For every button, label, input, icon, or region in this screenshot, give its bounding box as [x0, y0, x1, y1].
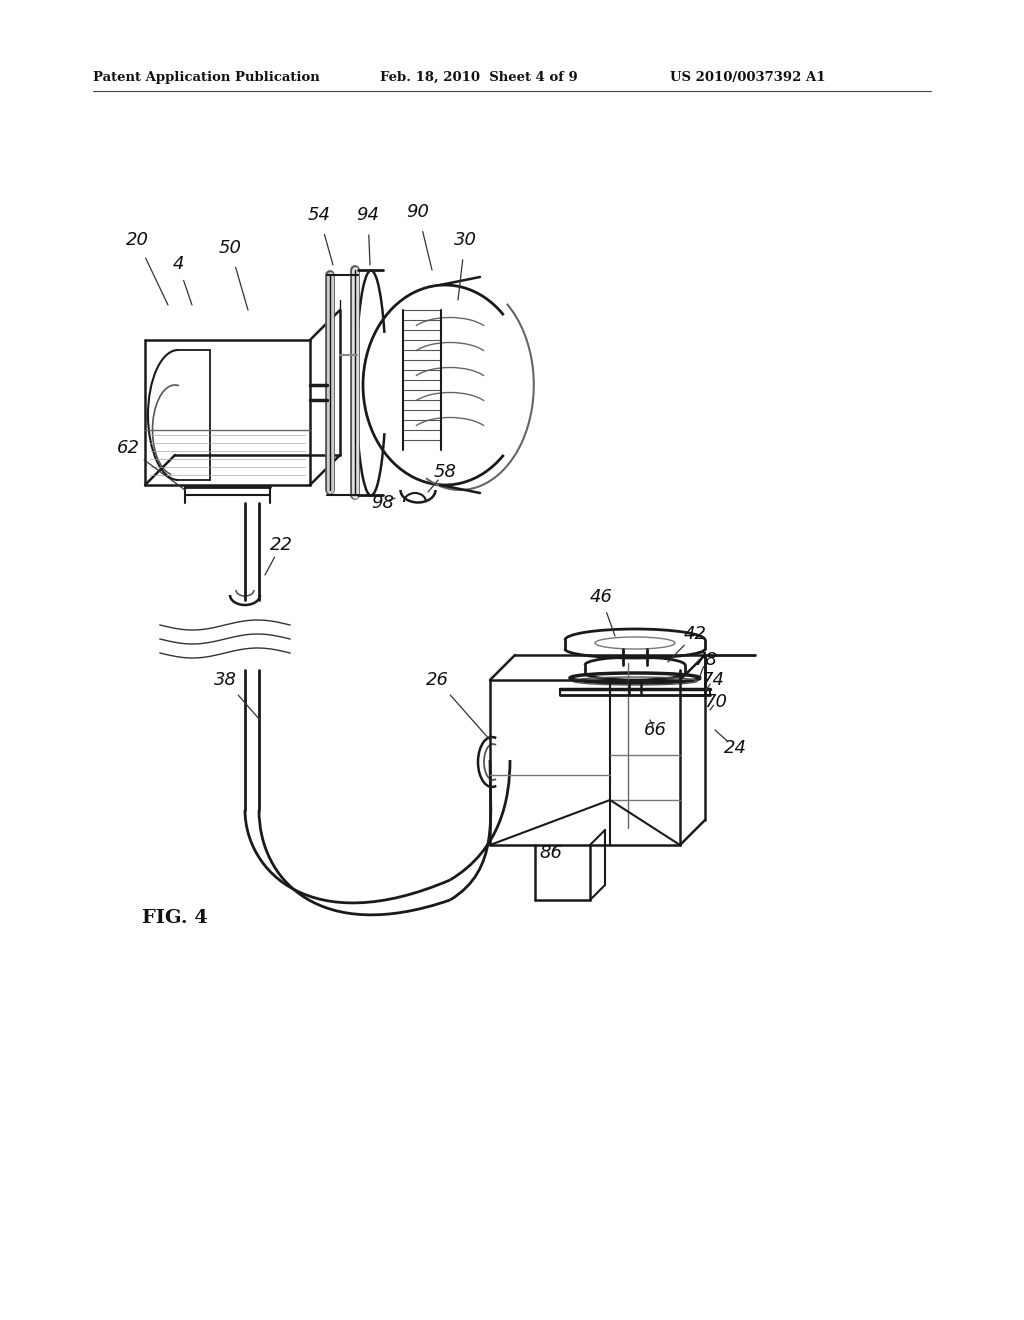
Text: US 2010/0037392 A1: US 2010/0037392 A1	[670, 70, 825, 83]
Text: 20: 20	[126, 231, 148, 249]
Text: 86: 86	[540, 843, 562, 862]
Text: 42: 42	[683, 624, 707, 643]
Text: 58: 58	[433, 463, 457, 480]
Text: 74: 74	[701, 671, 725, 689]
Text: 4: 4	[172, 255, 183, 273]
Text: 90: 90	[407, 203, 429, 220]
Text: 46: 46	[590, 587, 612, 606]
Text: Patent Application Publication: Patent Application Publication	[93, 70, 319, 83]
Text: 30: 30	[454, 231, 476, 249]
Text: 94: 94	[356, 206, 380, 224]
Text: 54: 54	[307, 206, 331, 224]
Text: 26: 26	[426, 671, 449, 689]
Text: FIG. 4: FIG. 4	[142, 909, 208, 927]
Text: 98: 98	[372, 494, 394, 512]
Text: 66: 66	[643, 721, 667, 739]
Text: Feb. 18, 2010  Sheet 4 of 9: Feb. 18, 2010 Sheet 4 of 9	[380, 70, 578, 83]
Text: 24: 24	[724, 739, 746, 756]
Text: 50: 50	[218, 239, 242, 257]
Text: 38: 38	[213, 671, 237, 689]
Text: 22: 22	[269, 536, 293, 554]
Text: 78: 78	[694, 651, 718, 669]
Text: 62: 62	[117, 440, 139, 457]
Text: 70: 70	[705, 693, 727, 711]
